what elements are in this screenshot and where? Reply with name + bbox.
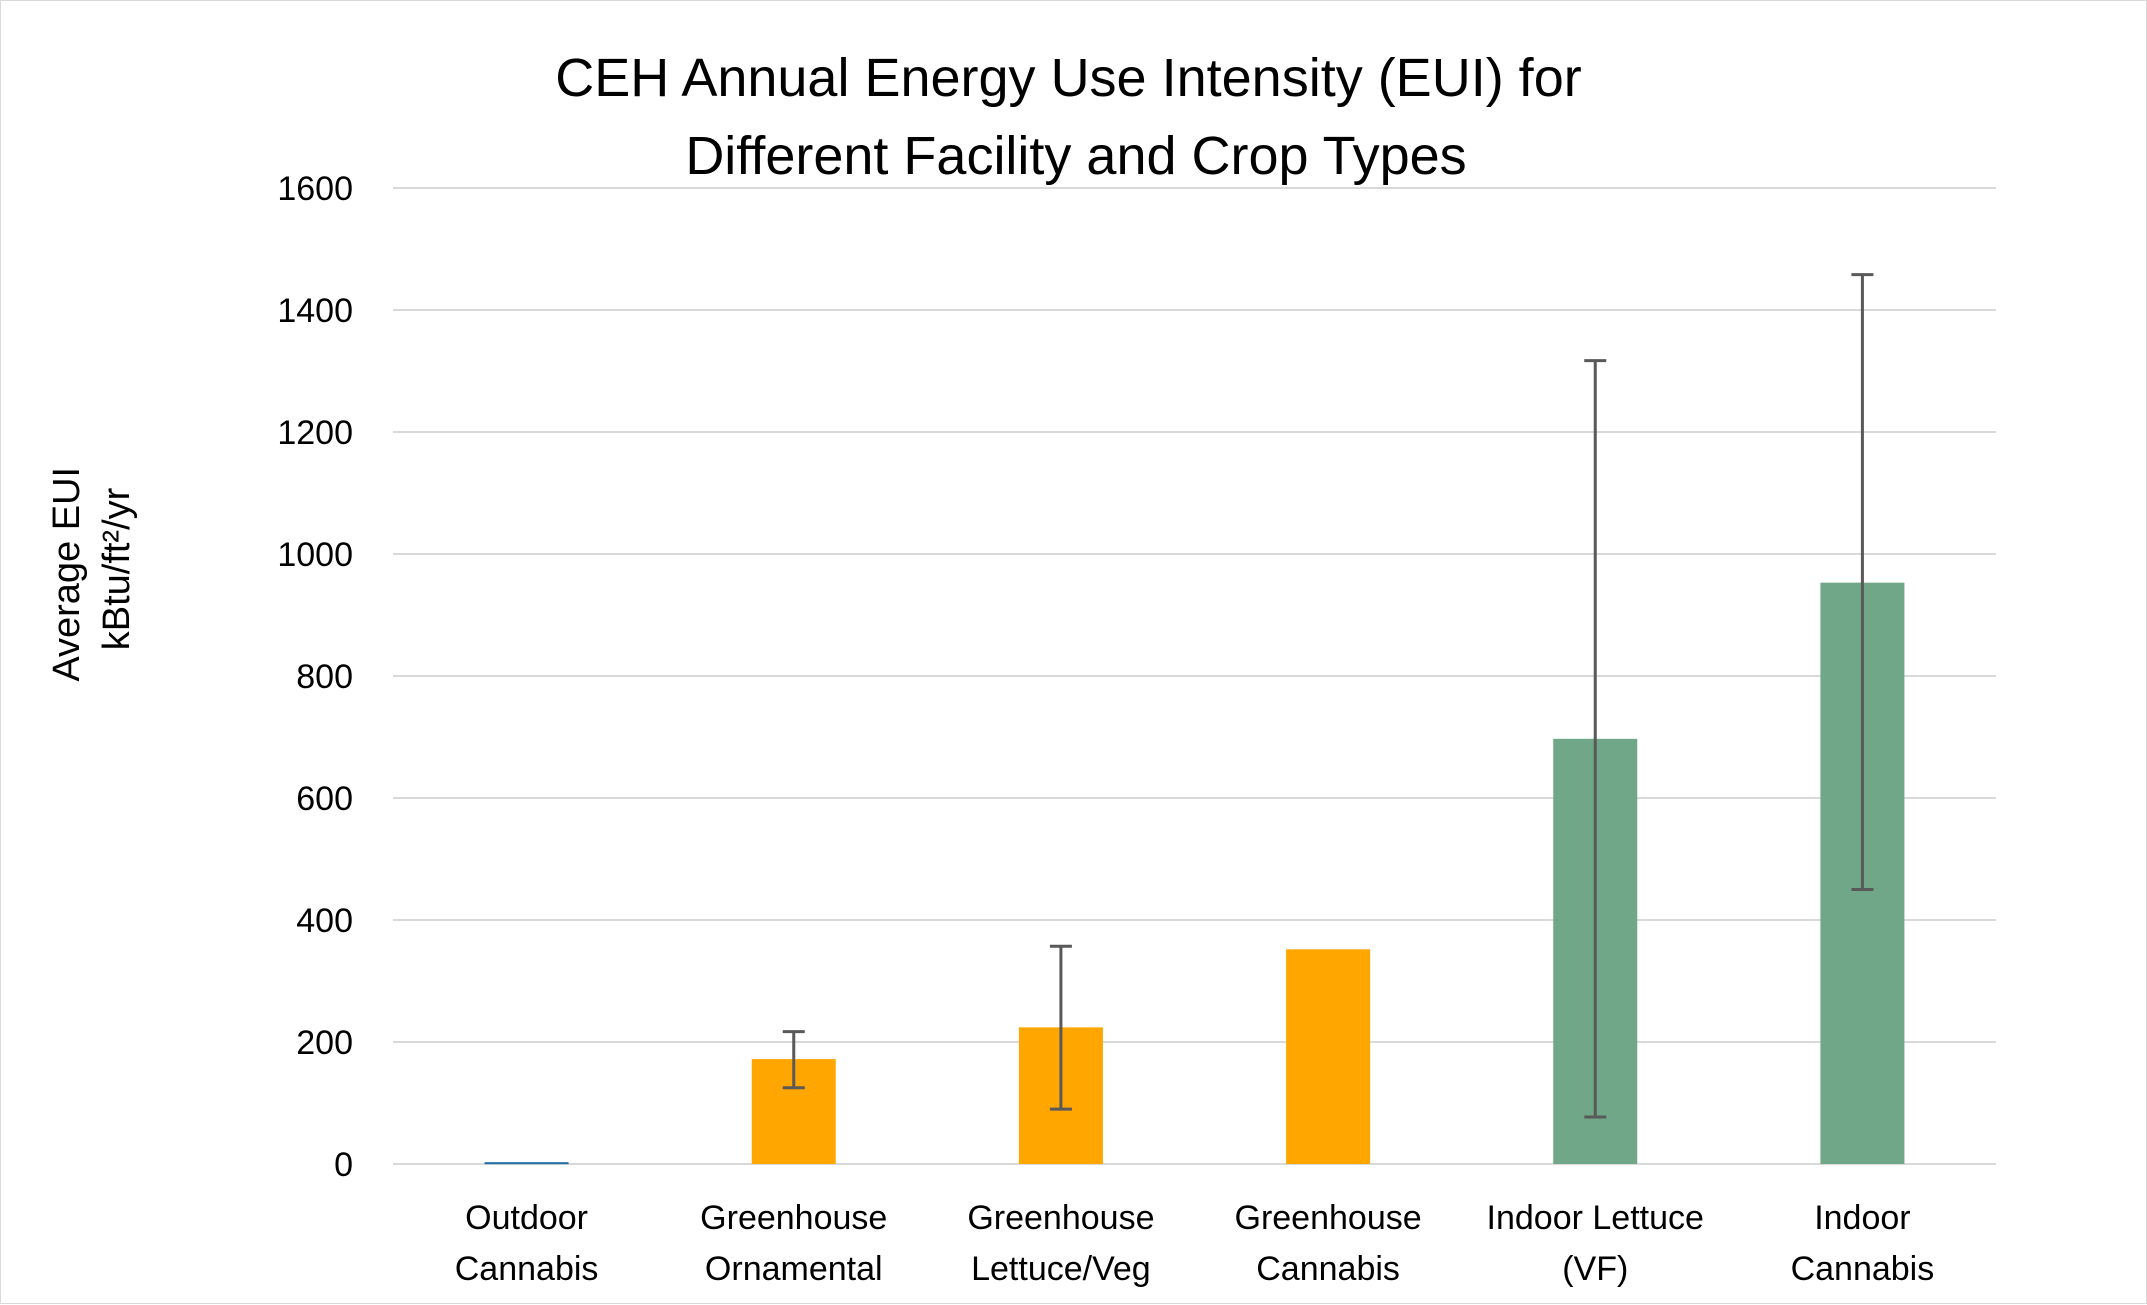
category-label-5: Indoor Cannabis	[1791, 1199, 1935, 1288]
category-label-line: Greenhouse	[700, 1199, 887, 1237]
chart-title: CEH Annual Energy Use Intensity (EUI) fo…	[555, 48, 1596, 186]
y-axis-label-line-1: Average EUI	[46, 467, 88, 682]
category-label-line: Indoor	[1814, 1199, 1910, 1237]
category-label-line: Indoor Lettuce	[1487, 1199, 1704, 1237]
category-label-2: Greenhouse Lettuce/Veg	[967, 1199, 1154, 1288]
bars	[484, 582, 1905, 1165]
category-label-line: Greenhouse	[1235, 1199, 1422, 1237]
category-label-line: Lettuce/Veg	[971, 1250, 1151, 1288]
category-label-3: Greenhouse Cannabis	[1235, 1199, 1422, 1288]
category-label-line: Cannabis	[455, 1250, 599, 1288]
category-label-line: Cannabis	[1791, 1250, 1935, 1288]
category-label-4: Indoor Lettuce (VF)	[1487, 1199, 1704, 1288]
category-label-line: Cannabis	[1256, 1250, 1400, 1288]
y-tick-label: 0	[334, 1146, 353, 1184]
category-label-line: Outdoor	[465, 1199, 588, 1237]
bar-3	[1286, 949, 1371, 1164]
y-tick-label: 1000	[277, 536, 353, 574]
category-label-line: Ornamental	[705, 1250, 883, 1288]
category-label-line: Greenhouse	[967, 1199, 1154, 1237]
y-axis-label-line-2: kBtu/ft²/yr	[96, 487, 138, 650]
chart-title-line-2: Different Facility and Crop Types	[685, 126, 1466, 186]
gridlines	[393, 187, 1996, 1165]
y-tick-label: 1200	[277, 414, 353, 452]
y-tick-label: 1600	[277, 170, 353, 208]
error-bars	[782, 273, 1874, 1119]
y-tick-label: 800	[296, 658, 353, 696]
bar-0	[484, 1162, 569, 1165]
y-axis-label: Average EUI kBtu/ft²/yr	[46, 456, 138, 681]
y-axis-ticks: 0 200 400 600 800 1000 1200 1400 1600	[277, 170, 353, 1184]
category-label-1: Greenhouse Ornamental	[700, 1199, 887, 1288]
y-tick-label: 1400	[277, 292, 353, 330]
y-tick-label: 600	[296, 780, 353, 818]
chart-title-line-1: CEH Annual Energy Use Intensity (EUI) fo…	[555, 48, 1581, 108]
y-tick-label: 200	[296, 1024, 353, 1062]
category-label-line: (VF)	[1562, 1250, 1628, 1288]
y-tick-label: 400	[296, 902, 353, 940]
category-label-0: Outdoor Cannabis	[455, 1199, 599, 1288]
